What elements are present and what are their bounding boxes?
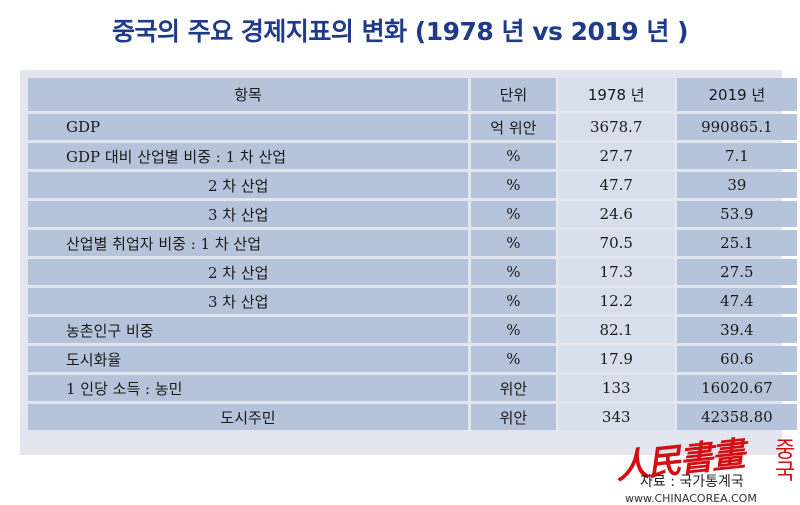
row-unit: % bbox=[470, 259, 556, 285]
watermark-logo-side: 중국 bbox=[775, 438, 796, 485]
row-unit: % bbox=[470, 317, 556, 343]
header-unit: 단위 bbox=[470, 78, 556, 111]
header-1978: 1978 년 bbox=[558, 78, 674, 111]
row-value-2019: 7.1 bbox=[676, 143, 797, 169]
table-row: GDP 대비 산업별 비중 : 1 차 산업 % 27.7 7.1 bbox=[28, 143, 797, 169]
indicator-table: 항목 단위 1978 년 2019 년 GDP 억 위안 3678.7 9908… bbox=[25, 75, 800, 433]
row-value-1978: 17.9 bbox=[558, 346, 674, 372]
row-item: 도시주민 bbox=[28, 404, 468, 430]
row-value-1978: 17.3 bbox=[558, 259, 674, 285]
row-value-2019: 990865.1 bbox=[676, 114, 797, 140]
row-value-2019: 60.6 bbox=[676, 346, 797, 372]
table-row: 3 차 산업 % 12.2 47.4 bbox=[28, 288, 797, 314]
row-value-1978: 133 bbox=[558, 375, 674, 401]
row-item: GDP bbox=[28, 114, 468, 140]
row-value-1978: 70.5 bbox=[558, 230, 674, 256]
row-value-2019: 53.9 bbox=[676, 201, 797, 227]
table-row: 도시화율 % 17.9 60.6 bbox=[28, 346, 797, 372]
row-value-2019: 42358.80 bbox=[676, 404, 797, 430]
row-value-2019: 47.4 bbox=[676, 288, 797, 314]
header-item: 항목 bbox=[28, 78, 468, 111]
row-unit: % bbox=[470, 172, 556, 198]
row-value-1978: 3678.7 bbox=[558, 114, 674, 140]
row-value-2019: 39.4 bbox=[676, 317, 797, 343]
row-item: 산업별 취업자 비중 : 1 차 산업 bbox=[28, 230, 468, 256]
row-value-1978: 12.2 bbox=[558, 288, 674, 314]
row-value-1978: 27.7 bbox=[558, 143, 674, 169]
row-value-1978: 24.6 bbox=[558, 201, 674, 227]
row-unit: % bbox=[470, 288, 556, 314]
row-unit: 위안 bbox=[470, 404, 556, 430]
table-row: 2 차 산업 % 17.3 27.5 bbox=[28, 259, 797, 285]
table-row: 도시주민 위안 343 42358.80 bbox=[28, 404, 797, 430]
table-row: 1 인당 소득 : 농민 위안 133 16020.67 bbox=[28, 375, 797, 401]
table-row: GDP 억 위안 3678.7 990865.1 bbox=[28, 114, 797, 140]
row-value-2019: 16020.67 bbox=[676, 375, 797, 401]
row-unit: 억 위안 bbox=[470, 114, 556, 140]
row-unit: % bbox=[470, 201, 556, 227]
row-value-2019: 39 bbox=[676, 172, 797, 198]
row-value-1978: 343 bbox=[558, 404, 674, 430]
row-value-2019: 27.5 bbox=[676, 259, 797, 285]
row-value-2019: 25.1 bbox=[676, 230, 797, 256]
table-row: 산업별 취업자 비중 : 1 차 산업 % 70.5 25.1 bbox=[28, 230, 797, 256]
table-row: 농촌인구 비중 % 82.1 39.4 bbox=[28, 317, 797, 343]
row-unit: % bbox=[470, 230, 556, 256]
row-unit: % bbox=[470, 143, 556, 169]
row-value-1978: 47.7 bbox=[558, 172, 674, 198]
row-item: 2 차 산업 bbox=[28, 172, 468, 198]
row-item: 도시화율 bbox=[28, 346, 468, 372]
row-value-1978: 82.1 bbox=[558, 317, 674, 343]
row-item: 3 차 산업 bbox=[28, 288, 468, 314]
header-2019: 2019 년 bbox=[676, 78, 797, 111]
source-note: 자료 : 국가통계국 bbox=[640, 474, 744, 490]
row-unit: 위안 bbox=[470, 375, 556, 401]
table-row: 2 차 산업 % 47.7 39 bbox=[28, 172, 797, 198]
row-item: 3 차 산업 bbox=[28, 201, 468, 227]
table-header-row: 항목 단위 1978 년 2019 년 bbox=[28, 78, 797, 111]
row-item: GDP 대비 산업별 비중 : 1 차 산업 bbox=[28, 143, 468, 169]
table-row: 3 차 산업 % 24.6 53.9 bbox=[28, 201, 797, 227]
page-title: 중국의 주요 경제지표의 변화 (1978 년 vs 2019 년 ) bbox=[111, 17, 689, 46]
watermark-url: www.CHINACOREA.COM bbox=[625, 492, 757, 505]
row-unit: % bbox=[470, 346, 556, 372]
row-item: 1 인당 소득 : 농민 bbox=[28, 375, 468, 401]
row-item: 2 차 산업 bbox=[28, 259, 468, 285]
row-item: 농촌인구 비중 bbox=[28, 317, 468, 343]
